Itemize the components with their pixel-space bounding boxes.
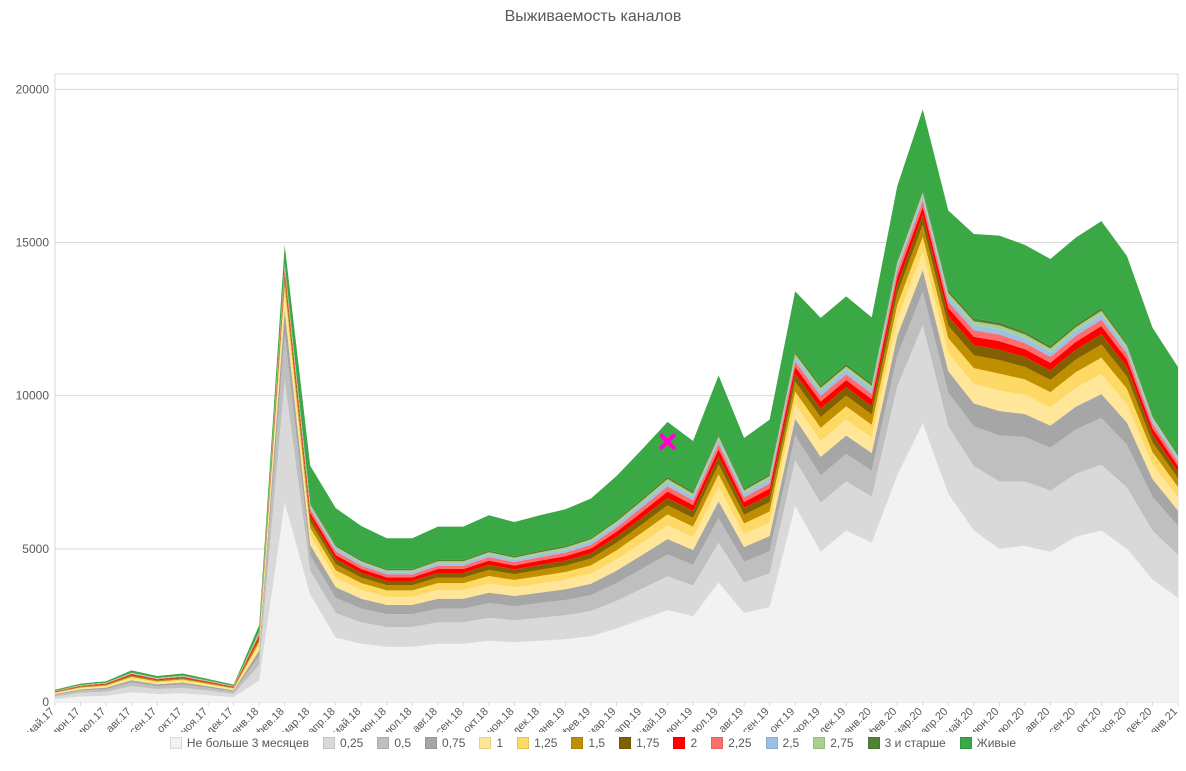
legend-item: 2,75 xyxy=(813,736,853,750)
svg-text:июл.19: июл.19 xyxy=(687,706,721,732)
legend-swatch xyxy=(377,737,389,749)
legend-swatch xyxy=(571,737,583,749)
legend-label: 0,5 xyxy=(394,736,411,750)
legend-swatch xyxy=(766,737,778,749)
legend-label: Живые xyxy=(977,736,1016,750)
chart-svg: 05000100001500020000май.17июн.17июл.17ав… xyxy=(0,32,1186,732)
legend-swatch xyxy=(673,737,685,749)
svg-text:5000: 5000 xyxy=(22,542,49,556)
legend-label: 1,75 xyxy=(636,736,659,750)
chart-title: Выживаемость каналов xyxy=(0,0,1186,32)
legend-swatch xyxy=(323,737,335,749)
legend-item: 2,5 xyxy=(766,736,800,750)
legend-swatch xyxy=(517,737,529,749)
legend-item: 0,25 xyxy=(323,736,363,750)
legend-label: 1,5 xyxy=(588,736,605,750)
legend-swatch xyxy=(868,737,880,749)
legend-label: 0,75 xyxy=(442,736,465,750)
legend-swatch xyxy=(170,737,182,749)
legend-item: 2,25 xyxy=(711,736,751,750)
legend-label: 2,25 xyxy=(728,736,751,750)
legend-item: Не больше 3 месяцев xyxy=(170,736,309,750)
svg-text:15000: 15000 xyxy=(16,235,50,249)
legend-swatch xyxy=(711,737,723,749)
legend-item: 0,75 xyxy=(425,736,465,750)
svg-text:июл.20: июл.20 xyxy=(993,706,1027,732)
svg-text:сен.19: сен.19 xyxy=(740,706,772,732)
chart-legend: Не больше 3 месяцев 0,25 0,5 0,75 1 1,25 1,5 1,… xyxy=(0,732,1186,750)
legend-item: 2 xyxy=(673,736,697,750)
svg-text:июл.17: июл.17 xyxy=(74,706,108,732)
legend-label: 0,25 xyxy=(340,736,363,750)
legend-item: 1,25 xyxy=(517,736,557,750)
legend-label: Не больше 3 месяцев xyxy=(187,736,309,750)
svg-text:10000: 10000 xyxy=(16,389,50,403)
legend-item: 0,5 xyxy=(377,736,411,750)
svg-text:20000: 20000 xyxy=(16,82,50,96)
legend-label: 2,75 xyxy=(830,736,853,750)
svg-text:сен.17: сен.17 xyxy=(127,706,159,732)
legend-item: 1,75 xyxy=(619,736,659,750)
svg-text:сен.20: сен.20 xyxy=(1046,706,1078,732)
svg-text:сен.18: сен.18 xyxy=(434,706,466,732)
legend-item: 1 xyxy=(479,736,503,750)
legend-swatch xyxy=(619,737,631,749)
legend-swatch xyxy=(425,737,437,749)
legend-label: 1,25 xyxy=(534,736,557,750)
legend-item: Живые xyxy=(960,736,1016,750)
legend-label: 2,5 xyxy=(783,736,800,750)
legend-label: 3 и старше xyxy=(885,736,946,750)
legend-label: 1 xyxy=(496,736,503,750)
chart-plot-area: 05000100001500020000май.17июн.17июл.17ав… xyxy=(0,32,1186,732)
legend-swatch xyxy=(960,737,972,749)
legend-swatch xyxy=(813,737,825,749)
legend-label: 2 xyxy=(690,736,697,750)
svg-text:июл.18: июл.18 xyxy=(381,706,415,732)
legend-item: 1,5 xyxy=(571,736,605,750)
svg-text:янв.21: янв.21 xyxy=(1148,706,1180,732)
legend-swatch xyxy=(479,737,491,749)
legend-item: 3 и старше xyxy=(868,736,946,750)
